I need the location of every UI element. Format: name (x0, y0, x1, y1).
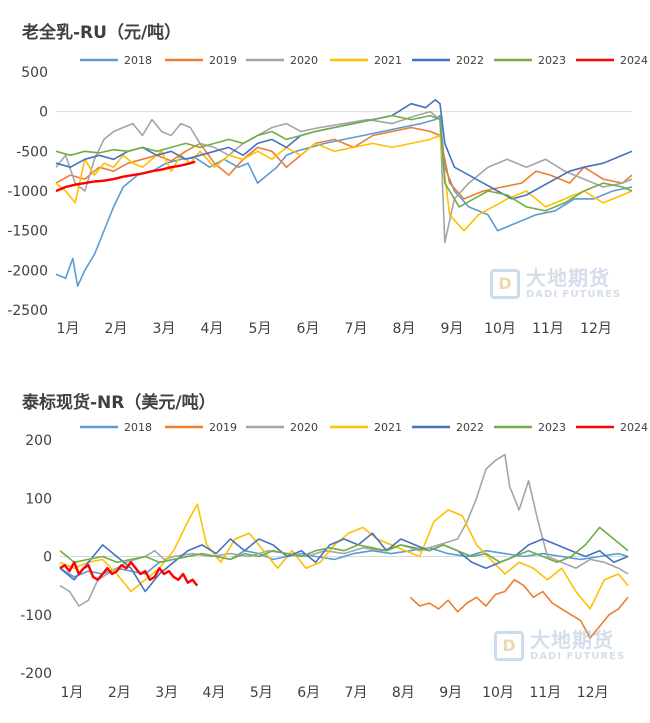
legend-item-2022: 2022 (412, 421, 484, 434)
x-tick-label: 9月 (439, 685, 462, 701)
series-line-2020 (59, 453, 629, 607)
x-tick-label: 6月 (297, 321, 320, 337)
x-tick-label: 4月 (203, 685, 226, 701)
series-line-2018 (55, 114, 633, 287)
legend-label: 2023 (538, 421, 566, 434)
legend-item-2024: 2024 (576, 54, 648, 67)
series-line-2020 (55, 110, 633, 244)
legend-label: 2023 (538, 54, 566, 67)
series-line-2023 (59, 526, 629, 564)
legend-item-2023: 2023 (494, 421, 566, 434)
y-tick-label: -1000 (7, 184, 48, 200)
x-tick-label: 4月 (201, 321, 224, 337)
y-tick-label: -1500 (7, 224, 48, 240)
series-line-2023 (55, 114, 633, 212)
legend-label: 2018 (124, 54, 152, 67)
x-tick-label: 8月 (393, 321, 416, 337)
legend-item-2018: 2018 (80, 54, 152, 67)
watermark: D 大地期货 DADI FUTURES (494, 630, 625, 662)
chart-nr: 泰标现货-NR（美元/吨） 200 100 0 -100 -200 1月 2月 3月 4月 5月 6… (0, 372, 650, 723)
legend-item-2019: 2019 (165, 54, 237, 67)
series-line-2022 (59, 532, 629, 593)
x-tick-label: 7月 (345, 321, 368, 337)
x-tick-label: 6月 (297, 685, 320, 701)
legend-label: 2020 (290, 54, 318, 67)
x-tick-label: 11月 (529, 685, 561, 701)
series-line-2024 (55, 160, 196, 193)
watermark-en: DADI FUTURES (530, 651, 626, 662)
x-tick-label: 8月 (392, 685, 415, 701)
x-tick-label: 9月 (441, 321, 464, 337)
dadi-logo-icon: D (490, 269, 520, 299)
series-line-2019 (55, 126, 633, 200)
series-line-2019 (409, 579, 629, 639)
y-tick-label: -2000 (7, 263, 48, 279)
y-tick-label: -500 (16, 144, 48, 160)
legend-label: 2020 (290, 421, 318, 434)
legend-item-2021: 2021 (330, 54, 402, 67)
y-tick-label: 100 (25, 491, 52, 507)
x-tick-label: 3月 (155, 685, 178, 701)
legend-label: 2019 (209, 421, 237, 434)
x-tick-label: 12月 (577, 685, 609, 701)
legend-item-2020: 2020 (246, 421, 318, 434)
y-tick-label: 500 (21, 65, 48, 81)
legend-label: 2019 (209, 54, 237, 67)
y-tick-label: -200 (20, 666, 52, 682)
x-tick-label: 10月 (484, 321, 516, 337)
series-line-2024 (59, 561, 199, 587)
watermark: D 大地期货 DADI FUTURES (490, 268, 621, 300)
legend-item-2020: 2020 (246, 54, 318, 67)
y-tick-label: 200 (25, 433, 52, 449)
chart-ru: 老全乳-RU（元/吨） 500 0 -500 -1000 -1500 -2000 -2500… (0, 0, 650, 360)
watermark-cn: 大地期货 (526, 266, 610, 290)
x-tick-label: 5月 (249, 321, 272, 337)
x-tick-label: 2月 (108, 685, 131, 701)
x-tick-label: 2月 (105, 321, 128, 337)
legend-label: 2021 (374, 54, 402, 67)
y-tick-label: -100 (20, 608, 52, 624)
legend-label: 2021 (374, 421, 402, 434)
series-line-2021 (55, 134, 633, 232)
y-tick-label: 0 (39, 105, 48, 121)
legend-label: 2018 (124, 421, 152, 434)
watermark-en: DADI FUTURES (526, 289, 622, 300)
chart-plot: 500 0 -500 -1000 -1500 -2000 -2500 1月 2月 3月 4月 5月 6月… (7, 54, 648, 337)
x-tick-label: 11月 (532, 321, 564, 337)
legend-item-2024: 2024 (576, 421, 648, 434)
chart-title: 老全乳-RU（元/吨） (22, 23, 182, 43)
watermark-cn: 大地期货 (530, 628, 614, 652)
y-tick-label: -2500 (7, 303, 48, 319)
y-tick-label: 0 (43, 550, 52, 566)
chart-title: 泰标现货-NR（美元/吨） (22, 393, 216, 413)
legend-item-2022: 2022 (412, 54, 484, 67)
x-tick-label: 12月 (580, 321, 612, 337)
legend-label: 2022 (456, 54, 484, 67)
legend-item-2021: 2021 (330, 421, 402, 434)
legend-label: 2024 (620, 54, 648, 67)
x-tick-label: 1月 (61, 685, 84, 701)
x-tick-label: 7月 (345, 685, 368, 701)
legend-label: 2024 (620, 421, 648, 434)
legend-label: 2022 (456, 421, 484, 434)
chart-plot: 200 100 0 -100 -200 1月 2月 3月 4月 5月 6月 7月 8月 9月 10月 11月 1… (20, 421, 648, 701)
legend-item-2019: 2019 (165, 421, 237, 434)
x-tick-label: 1月 (57, 321, 80, 337)
x-tick-label: 10月 (482, 685, 514, 701)
x-tick-label: 3月 (153, 321, 176, 337)
dadi-logo-icon: D (494, 631, 524, 661)
legend-item-2023: 2023 (494, 54, 566, 67)
legend-item-2018: 2018 (80, 421, 152, 434)
x-tick-label: 5月 (250, 685, 273, 701)
